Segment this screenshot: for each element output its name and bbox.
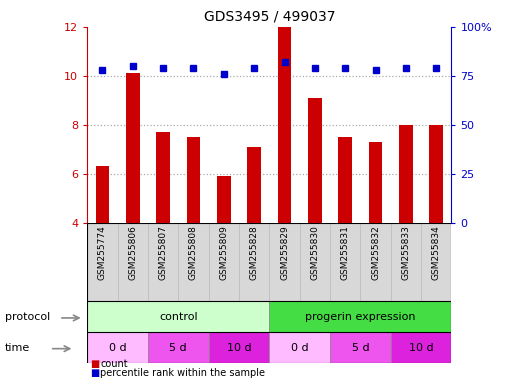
Bar (126, 73, 140, 223)
Text: ■: ■ (90, 359, 99, 369)
Bar (330, 223, 360, 301)
Text: control: control (159, 312, 198, 322)
Text: count: count (100, 359, 128, 369)
Bar (300, 223, 330, 301)
Bar (148, 223, 179, 301)
Bar (269, 301, 451, 332)
Bar (421, 223, 451, 301)
Text: GSM255807: GSM255807 (159, 225, 168, 280)
Text: GDS3495 / 499037: GDS3495 / 499037 (204, 9, 335, 23)
Text: GSM255809: GSM255809 (219, 225, 228, 280)
Text: GSM255774: GSM255774 (98, 225, 107, 280)
Bar (209, 223, 239, 301)
Text: GSM255832: GSM255832 (371, 225, 380, 280)
Text: 5 d: 5 d (169, 343, 187, 353)
Bar (95, 166, 109, 223)
Text: 0 d: 0 d (291, 343, 308, 353)
Text: GSM255830: GSM255830 (310, 225, 320, 280)
Text: protocol: protocol (5, 312, 50, 322)
Bar (308, 98, 322, 223)
Text: GSM255831: GSM255831 (341, 225, 350, 280)
Bar (187, 137, 200, 223)
Bar (247, 147, 261, 223)
Text: time: time (5, 343, 30, 353)
Bar (391, 332, 451, 363)
Bar (330, 332, 391, 363)
Bar (87, 301, 269, 332)
Bar (278, 27, 291, 223)
Text: GSM255829: GSM255829 (280, 225, 289, 280)
Text: GSM255833: GSM255833 (401, 225, 410, 280)
Bar (360, 223, 391, 301)
Text: 5 d: 5 d (351, 343, 369, 353)
Text: ■: ■ (90, 368, 99, 378)
Bar (209, 332, 269, 363)
Bar (148, 332, 209, 363)
Text: GSM255834: GSM255834 (432, 225, 441, 280)
Bar (391, 223, 421, 301)
Bar (87, 332, 148, 363)
Bar (117, 223, 148, 301)
Bar (156, 132, 170, 223)
Text: percentile rank within the sample: percentile rank within the sample (100, 368, 265, 378)
Bar (269, 332, 330, 363)
Text: 10 d: 10 d (409, 343, 433, 353)
Bar (179, 223, 209, 301)
Text: 10 d: 10 d (227, 343, 251, 353)
Text: progerin expression: progerin expression (305, 312, 416, 322)
Text: GSM255828: GSM255828 (250, 225, 259, 280)
Bar (239, 223, 269, 301)
Text: GSM255806: GSM255806 (128, 225, 137, 280)
Text: 0 d: 0 d (109, 343, 126, 353)
Bar (369, 142, 382, 223)
Bar (217, 176, 231, 223)
Bar (269, 223, 300, 301)
Bar (429, 125, 443, 223)
Bar (87, 223, 117, 301)
Bar (339, 137, 352, 223)
Bar (399, 125, 413, 223)
Text: GSM255808: GSM255808 (189, 225, 198, 280)
